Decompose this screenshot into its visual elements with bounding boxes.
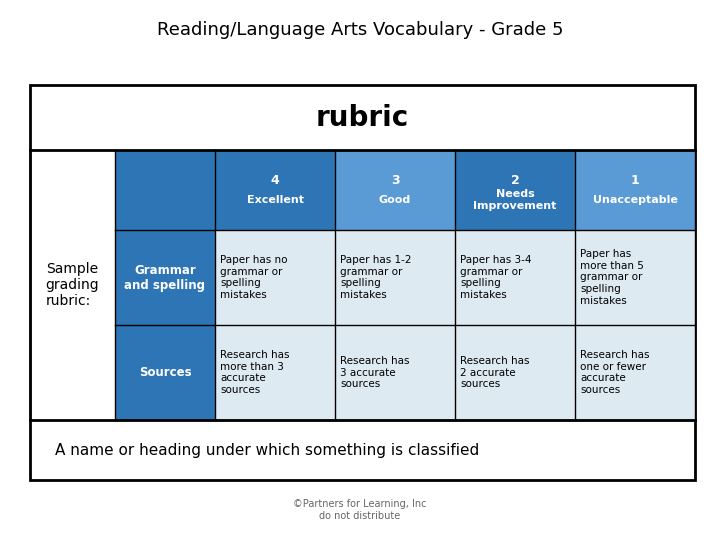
Text: Sources: Sources (139, 366, 192, 379)
FancyBboxPatch shape (115, 150, 215, 230)
Text: Excellent: Excellent (246, 195, 304, 205)
FancyBboxPatch shape (575, 150, 695, 230)
FancyBboxPatch shape (335, 230, 455, 325)
FancyBboxPatch shape (115, 325, 215, 420)
Text: 3: 3 (391, 174, 400, 187)
Text: Unacceptable: Unacceptable (593, 195, 678, 205)
FancyBboxPatch shape (455, 230, 575, 325)
FancyBboxPatch shape (30, 85, 695, 480)
FancyBboxPatch shape (115, 230, 215, 325)
Text: 1: 1 (631, 174, 639, 187)
Text: 4: 4 (271, 174, 279, 187)
Text: Needs
Improvement: Needs Improvement (473, 189, 557, 211)
FancyBboxPatch shape (215, 325, 335, 420)
Text: Paper has
more than 5
grammar or
spelling
mistakes: Paper has more than 5 grammar or spellin… (580, 249, 644, 306)
FancyBboxPatch shape (215, 150, 335, 230)
Text: Research has
one or fewer
accurate
sources: Research has one or fewer accurate sourc… (580, 350, 649, 395)
FancyBboxPatch shape (455, 325, 575, 420)
Text: Research has
2 accurate
sources: Research has 2 accurate sources (460, 356, 529, 389)
Text: Research has
3 accurate
sources: Research has 3 accurate sources (340, 356, 410, 389)
Text: Paper has 3-4
grammar or
spelling
mistakes: Paper has 3-4 grammar or spelling mistak… (460, 255, 531, 300)
FancyBboxPatch shape (215, 230, 335, 325)
Text: ©Partners for Learning, Inc
do not distribute: ©Partners for Learning, Inc do not distr… (293, 499, 427, 521)
Text: A name or heading under which something is classified: A name or heading under which something … (55, 442, 480, 457)
Text: Paper has no
grammar or
spelling
mistakes: Paper has no grammar or spelling mistake… (220, 255, 287, 300)
Text: Paper has 1-2
grammar or
spelling
mistakes: Paper has 1-2 grammar or spelling mistak… (340, 255, 412, 300)
FancyBboxPatch shape (575, 230, 695, 325)
FancyBboxPatch shape (335, 325, 455, 420)
FancyBboxPatch shape (455, 150, 575, 230)
FancyBboxPatch shape (335, 150, 455, 230)
Text: Sample
grading
rubric:: Sample grading rubric: (45, 262, 99, 308)
Text: 2: 2 (510, 174, 519, 187)
Text: Grammar
and spelling: Grammar and spelling (125, 264, 205, 292)
Text: rubric: rubric (316, 104, 409, 132)
FancyBboxPatch shape (575, 325, 695, 420)
Text: Reading/Language Arts Vocabulary - Grade 5: Reading/Language Arts Vocabulary - Grade… (157, 21, 563, 39)
Text: Research has
more than 3
accurate
sources: Research has more than 3 accurate source… (220, 350, 289, 395)
Text: Good: Good (379, 195, 411, 205)
